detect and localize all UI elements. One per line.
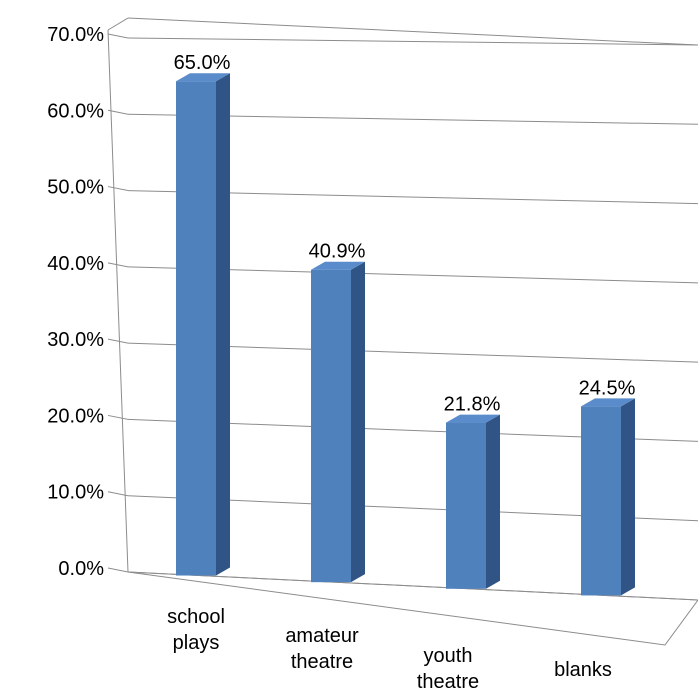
category-label-line: youth <box>424 645 473 667</box>
y-tick-label: 70.0% <box>47 24 104 46</box>
bars <box>176 73 635 596</box>
data-label: 21.8% <box>444 394 501 416</box>
gridline-left <box>107 262 129 268</box>
bar-side <box>351 261 365 583</box>
bar-top <box>581 398 635 407</box>
y-tick-label: 0.0% <box>58 558 104 580</box>
bar-side <box>486 414 500 589</box>
category-labels: school plays amateur theatre youth theatre bla… <box>167 606 612 693</box>
data-label: 24.5% <box>579 377 636 399</box>
bar-front <box>311 269 351 583</box>
gridline-left <box>107 186 129 192</box>
category-label-line: blanks <box>554 659 612 681</box>
left-wall-edge <box>107 29 129 573</box>
bar-top <box>311 261 365 270</box>
y-tick-label: 40.0% <box>47 253 104 275</box>
category-label: youth theatre <box>417 645 479 693</box>
gridline-left <box>107 491 129 497</box>
data-label: 65.0% <box>174 52 231 74</box>
gridline-left <box>107 109 129 115</box>
y-axis-ticks: 0.0% 10.0% 20.0% 30.0% 40.0% 50.0% 60.0% 70.0% <box>47 24 104 580</box>
data-label: 40.9% <box>309 241 366 263</box>
y-tick-label: 10.0% <box>47 482 104 504</box>
gridline-left <box>107 33 129 39</box>
bar-front <box>176 81 216 576</box>
category-label: blanks <box>554 659 612 681</box>
bar-top <box>446 414 500 423</box>
gridline <box>127 37 698 46</box>
bar-top <box>176 73 230 82</box>
y-tick-label: 50.0% <box>47 177 104 199</box>
category-label-line: theatre <box>291 651 353 673</box>
bar-side <box>621 398 635 596</box>
category-label-line: theatre <box>417 671 479 693</box>
gridline-left <box>107 414 129 420</box>
bar-front <box>446 422 486 589</box>
gridline-left <box>107 338 129 344</box>
floor-front-edge <box>127 571 698 646</box>
y-tick-label: 60.0% <box>47 100 104 122</box>
wall-edge <box>107 17 129 31</box>
category-label-line: plays <box>173 632 220 654</box>
category-label: school plays <box>167 606 225 654</box>
gridline-left <box>107 567 129 573</box>
category-label: amateur theatre <box>285 625 359 673</box>
data-labels: 65.0% 40.9% 21.8% 24.5% <box>174 52 636 415</box>
wall-top-edge <box>127 17 698 46</box>
category-label-line: amateur <box>285 625 359 647</box>
y-tick-label: 20.0% <box>47 405 104 427</box>
category-label-line: school <box>167 606 225 628</box>
bar-side <box>216 73 230 576</box>
bar-front <box>581 406 621 596</box>
y-tick-label: 30.0% <box>47 329 104 351</box>
